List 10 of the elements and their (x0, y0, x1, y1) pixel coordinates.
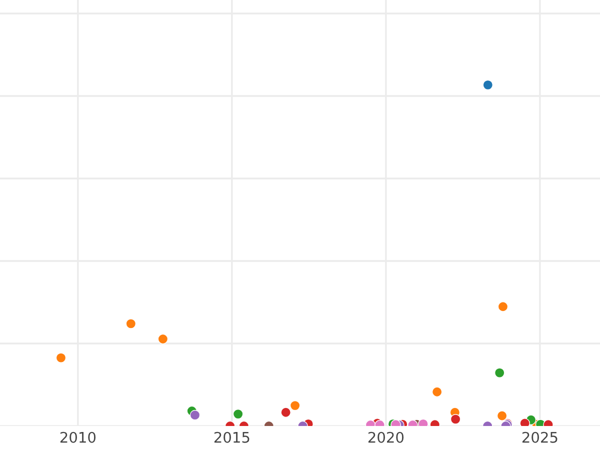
point (494, 368, 505, 378)
point (498, 301, 508, 312)
point (158, 334, 168, 344)
point (56, 352, 66, 363)
point (432, 386, 442, 398)
x-tick-label: 2015 (214, 432, 250, 443)
x-tick-label: 2025 (522, 432, 558, 443)
x-tick-label: 2010 (60, 432, 96, 443)
point (126, 318, 136, 329)
x-tick-label: 2020 (368, 432, 404, 443)
